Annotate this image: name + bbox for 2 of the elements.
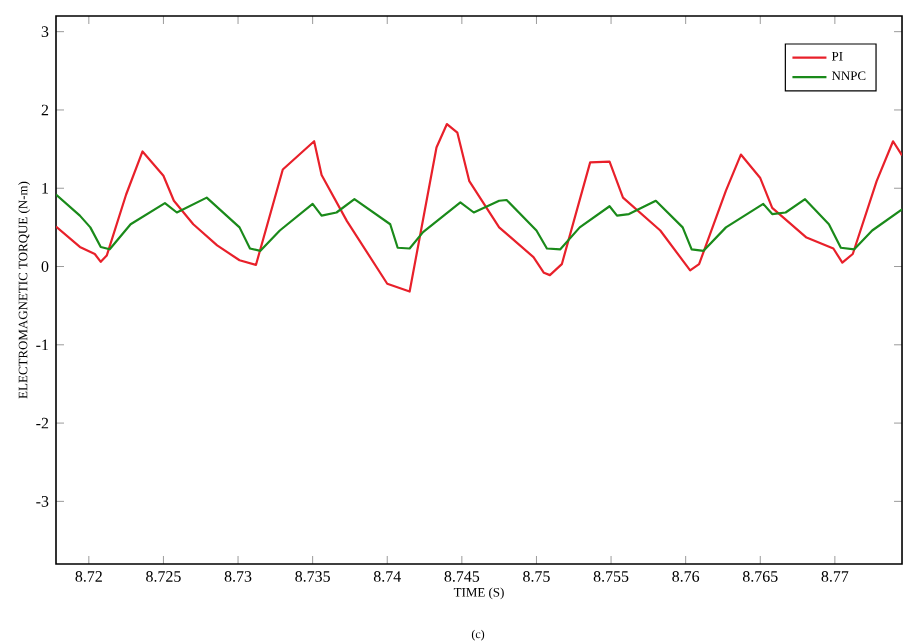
- line-series: [56, 193, 903, 252]
- line-series: [56, 122, 903, 293]
